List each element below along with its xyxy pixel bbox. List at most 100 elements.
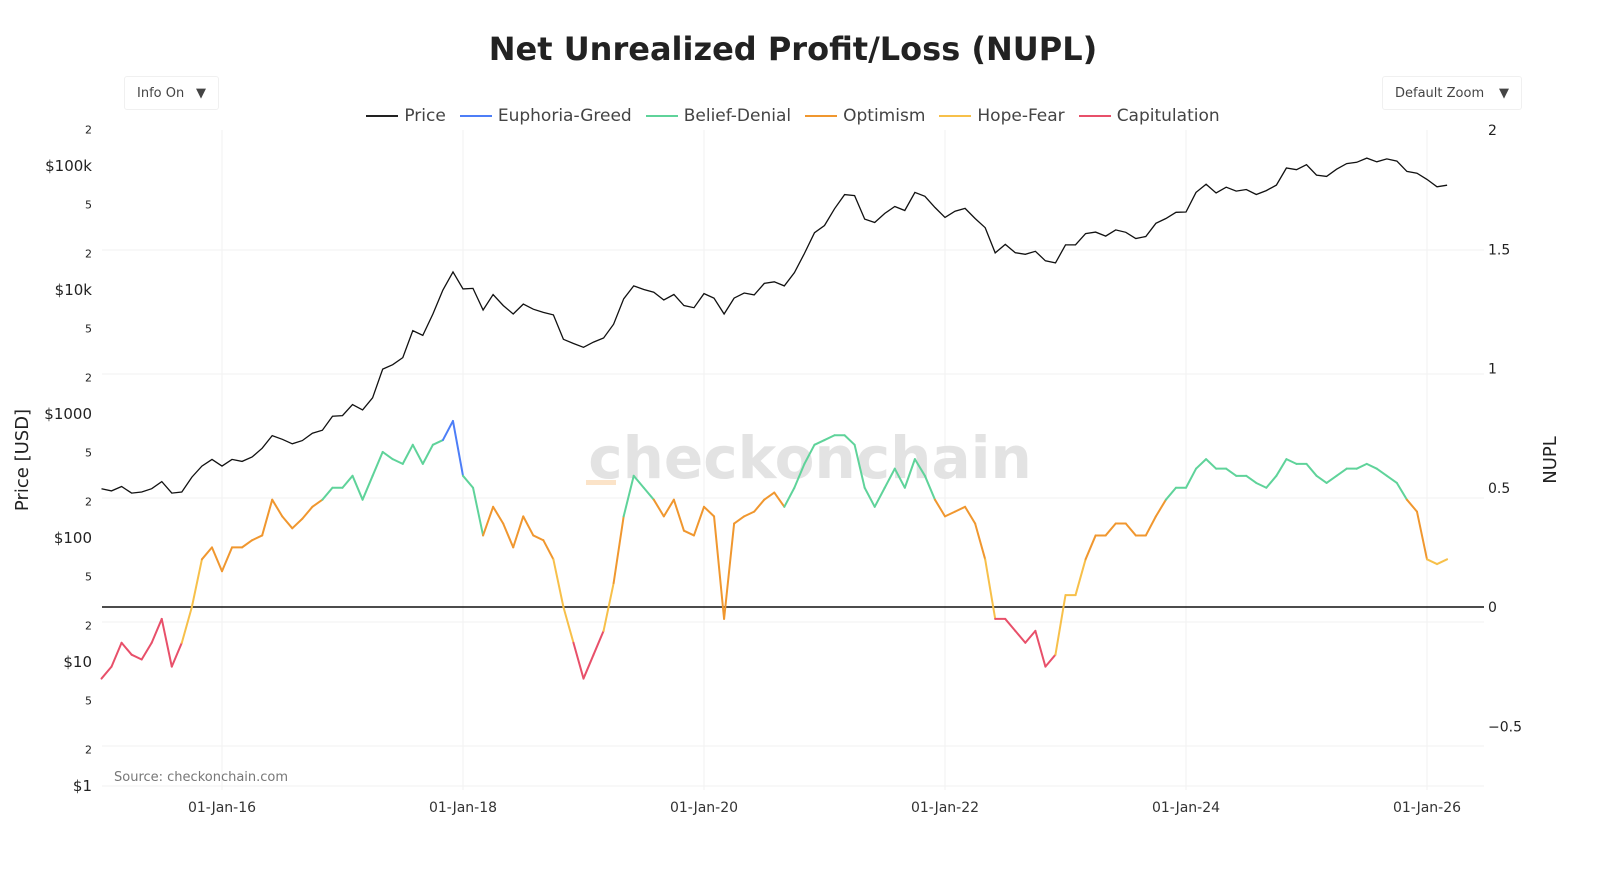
nupl-segment bbox=[562, 606, 575, 644]
nupl-segment bbox=[1385, 474, 1398, 484]
nupl-segment bbox=[140, 641, 153, 661]
nupl-segment bbox=[1054, 594, 1067, 656]
y2-tick-label: 0 bbox=[1488, 600, 1497, 616]
nupl-segment bbox=[803, 443, 816, 465]
y-tick-label: $1 bbox=[73, 777, 92, 795]
legend-item-hope-fear[interactable]: Hope-Fear bbox=[939, 106, 1065, 126]
y-tick-label: 2 bbox=[85, 124, 92, 137]
nupl-segment bbox=[682, 529, 695, 537]
nupl-segment bbox=[753, 498, 766, 513]
y-tick-label: 2 bbox=[85, 620, 92, 633]
nupl-segment bbox=[1084, 534, 1097, 561]
nupl-segment bbox=[944, 510, 957, 518]
x-tick-label: 01-Jan-22 bbox=[911, 800, 979, 816]
nupl-segment bbox=[592, 629, 605, 656]
nupl-segment bbox=[462, 474, 475, 489]
nupl-segment bbox=[170, 641, 183, 668]
y2-tick-label: 1.5 bbox=[1488, 242, 1510, 258]
legend-item-price[interactable]: Price bbox=[366, 106, 446, 126]
legend-swatch bbox=[939, 115, 972, 117]
nupl-segment bbox=[451, 419, 464, 477]
nupl-segment bbox=[512, 515, 525, 549]
nupl-segment bbox=[1375, 467, 1388, 477]
y-tick-label: 5 bbox=[85, 198, 92, 211]
nupl-segment bbox=[241, 539, 254, 549]
nupl-segment bbox=[853, 443, 866, 489]
y-tick-label: 2 bbox=[85, 744, 92, 757]
nupl-segment bbox=[602, 582, 615, 632]
nupl-segment bbox=[421, 443, 434, 465]
x-tick-label: 01-Jan-18 bbox=[429, 800, 497, 816]
y-tick-label: 5 bbox=[85, 322, 92, 335]
legend-label: Optimism bbox=[843, 106, 926, 126]
nupl-segment bbox=[150, 617, 163, 644]
y-tick-label: 5 bbox=[85, 570, 92, 583]
legend: Price Euphoria-Greed Belief-Denial Optimism… bbox=[0, 106, 1586, 126]
nupl-segment bbox=[1205, 458, 1218, 470]
nupl-segment bbox=[431, 439, 444, 446]
nupl-segment bbox=[1355, 462, 1368, 470]
y-tick-label: 2 bbox=[85, 496, 92, 509]
nupl-segment bbox=[1305, 462, 1318, 477]
watermark-logo bbox=[586, 480, 616, 485]
nupl-segment bbox=[1365, 462, 1378, 470]
caret-down-icon: ▼ bbox=[196, 85, 206, 101]
legend-item-capitulation[interactable]: Capitulation bbox=[1078, 106, 1220, 126]
nupl-segment bbox=[361, 474, 374, 501]
nupl-segment bbox=[743, 510, 756, 518]
info-dropdown[interactable]: Info On ▼ bbox=[124, 76, 219, 110]
legend-swatch bbox=[805, 115, 838, 117]
nupl-segment bbox=[763, 491, 776, 501]
x-tick-label: 01-Jan-20 bbox=[670, 800, 738, 816]
nupl-segment bbox=[843, 434, 856, 446]
nupl-segment bbox=[873, 486, 886, 508]
nupl-segment bbox=[1124, 522, 1137, 537]
info-dropdown-label: Info On bbox=[137, 85, 185, 101]
price-line bbox=[101, 157, 1448, 494]
legend-item-optimism[interactable]: Optimism bbox=[805, 106, 925, 126]
nupl-segment bbox=[1044, 653, 1057, 668]
nupl-segment bbox=[1325, 474, 1338, 484]
nupl-segment bbox=[411, 443, 424, 465]
legend-swatch bbox=[366, 115, 399, 117]
nupl-segment bbox=[863, 486, 876, 508]
nupl-segment bbox=[1104, 522, 1117, 537]
nupl-segment bbox=[703, 505, 716, 518]
y-tick-label: $100 bbox=[54, 529, 92, 547]
nupl-segment bbox=[210, 546, 223, 573]
nupl-segment bbox=[130, 653, 143, 661]
nupl-segment bbox=[341, 474, 354, 489]
legend-item-belief-denial[interactable]: Belief-Denial bbox=[645, 106, 791, 126]
caret-down-icon: ▼ bbox=[1499, 85, 1509, 101]
nupl-segment bbox=[662, 498, 675, 518]
nupl-segment bbox=[190, 558, 203, 608]
nupl-segment bbox=[773, 491, 786, 508]
nupl-segment bbox=[552, 558, 565, 608]
nupl-segment bbox=[974, 522, 987, 561]
y2-tick-label: 0.5 bbox=[1488, 481, 1510, 497]
y2-tick-label: 2 bbox=[1488, 123, 1497, 139]
y-tick-label: $1000 bbox=[44, 405, 92, 423]
y2-axis-title: NUPL bbox=[1540, 436, 1561, 484]
nupl-segment bbox=[1395, 481, 1408, 501]
nupl-segment bbox=[160, 617, 173, 668]
legend-item-euphoria-greed[interactable]: Euphoria-Greed bbox=[459, 106, 632, 126]
y2-tick-label: 1 bbox=[1488, 362, 1497, 378]
zoom-dropdown[interactable]: Default Zoom ▼ bbox=[1382, 76, 1522, 110]
nupl-segment bbox=[954, 505, 967, 513]
nupl-segment bbox=[221, 546, 234, 573]
nupl-segment bbox=[1024, 629, 1037, 644]
x-tick-label: 01-Jan-26 bbox=[1393, 800, 1461, 816]
nupl-segment bbox=[1225, 467, 1238, 477]
nupl-segment bbox=[642, 486, 655, 501]
nupl-segment bbox=[733, 515, 746, 525]
y-tick-label: 2 bbox=[85, 248, 92, 261]
nupl-segment bbox=[1315, 474, 1328, 484]
legend-label: Capitulation bbox=[1116, 106, 1220, 126]
nupl-segment bbox=[622, 474, 635, 518]
nupl-segment bbox=[1144, 515, 1157, 537]
nupl-segment bbox=[301, 505, 314, 520]
nupl-segment bbox=[1164, 486, 1177, 501]
